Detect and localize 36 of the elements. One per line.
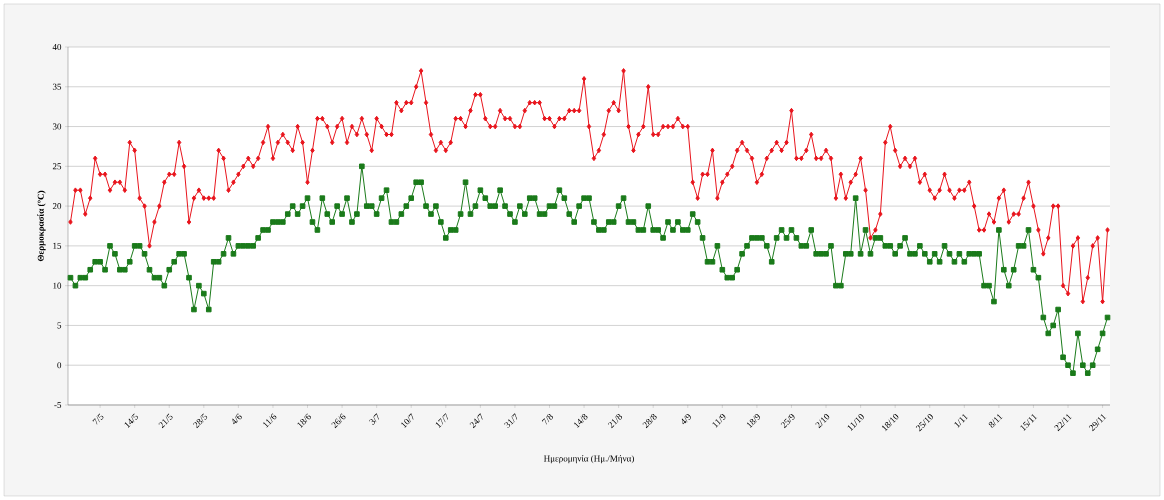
x-tick-label: 18/9	[746, 414, 760, 428]
x-tick-label: 28/8	[642, 413, 657, 429]
x-tick-label: 4/9	[681, 414, 691, 425]
y-tick-label: 15	[53, 242, 62, 249]
x-tick-label: 11/9	[712, 414, 726, 428]
x-tick-label: 7/8	[541, 413, 553, 425]
x-tick-label: 1/11	[954, 414, 969, 428]
y-axis-title: Θερμοκρασία (°C)	[37, 190, 46, 262]
x-tick-label: 4/6	[232, 413, 242, 425]
x-tick-label: 21/8	[607, 413, 623, 429]
x-tick-label: 26/6	[331, 413, 346, 429]
x-tick-label: 31/7	[504, 413, 518, 429]
y-tick-label: 5	[57, 322, 62, 329]
y-tick-label: 40	[52, 43, 62, 51]
x-tick-label: 7/5	[92, 413, 104, 425]
x-tick-label: 17/7	[435, 413, 448, 428]
x-tick-label: 24/7	[469, 413, 483, 429]
x-axis-title: Ημερομηνία (Ημ./Μήνα)	[543, 455, 634, 464]
y-tick-label: 35	[52, 83, 62, 90]
x-tick-label: 25/9	[780, 414, 795, 429]
x-tick-label: 2/10	[815, 414, 830, 429]
y-tick-label: 10	[53, 282, 62, 289]
y-tick-label: 0	[57, 362, 62, 369]
x-tick-label: 10/7	[401, 413, 414, 428]
y-tick-label: 25	[52, 163, 62, 170]
x-tick-label: 21/5	[158, 413, 173, 429]
x-tick-label: 14/5	[124, 413, 138, 428]
x-tick-label: 14/8	[574, 413, 588, 428]
x-tick-label: 8/11	[988, 414, 1003, 428]
x-tick-label: 3/7	[369, 413, 379, 425]
y-tick-label: -5	[54, 401, 62, 408]
x-tick-label: 11/6	[263, 413, 277, 428]
y-tick-label: 30	[52, 123, 62, 130]
x-tick-label: 28/5	[193, 413, 208, 429]
y-tick-label: 20	[52, 203, 62, 210]
x-tick-label: 18/6	[297, 413, 311, 428]
